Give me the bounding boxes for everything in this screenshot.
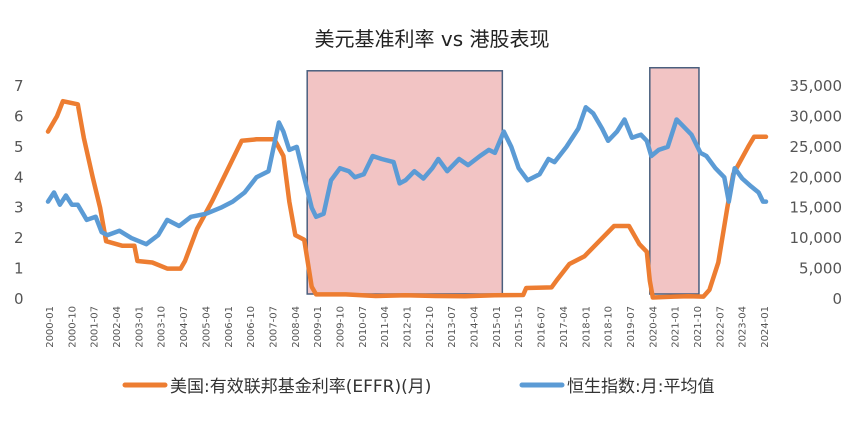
x-tick-label: 2006-10 xyxy=(246,306,257,348)
x-tick-label: 2001-07 xyxy=(90,306,101,348)
right-tick-label: 15,000 xyxy=(790,199,843,217)
x-tick-label: 2019-07 xyxy=(626,306,637,348)
x-tick-label: 2012-01 xyxy=(403,306,414,348)
left-tick-label: 0 xyxy=(14,290,24,308)
right-axis: 0 5,000 10,000 15,000 20,000 25,000 30,000 35,0… xyxy=(790,77,843,308)
x-tick-label: 2018-10 xyxy=(604,306,615,348)
x-tick-label: 2002-04 xyxy=(112,306,123,348)
right-tick-label: 30,000 xyxy=(790,107,843,125)
x-tick-label: 2000-10 xyxy=(67,306,78,348)
left-tick-label: 3 xyxy=(14,199,24,217)
x-tick-label: 2009-01 xyxy=(313,306,324,348)
right-tick-label: 5,000 xyxy=(799,260,842,278)
x-axis: 2000-01 2000-10 2001-07 2002-04 2003-01 2003-… xyxy=(45,306,771,348)
left-tick-label: 4 xyxy=(14,168,24,186)
left-tick-label: 2 xyxy=(14,229,24,247)
x-tick-label: 2015-01 xyxy=(492,306,503,348)
right-tick-label: 10,000 xyxy=(790,229,843,247)
left-tick-label: 1 xyxy=(14,260,24,278)
right-tick-label: 20,000 xyxy=(790,168,843,186)
legend: 美国:有效联邦基金利率(EFFR)(月) 恒生指数:月:平均值 xyxy=(122,377,714,397)
series-line-effr xyxy=(45,98,769,300)
series-layer xyxy=(45,98,769,300)
x-tick-label: 2012-10 xyxy=(425,306,436,348)
x-tick-label: 2009-10 xyxy=(336,306,347,348)
x-tick-label: 2008-04 xyxy=(291,306,302,348)
x-tick-label: 2010-07 xyxy=(358,306,369,348)
highlight-regions xyxy=(306,66,700,295)
highlight-region-2 xyxy=(649,66,700,295)
x-tick-label: 2021-10 xyxy=(693,306,704,348)
right-tick-label: 35,000 xyxy=(790,77,843,95)
x-tick-label: 2003-01 xyxy=(134,306,145,348)
x-tick-label: 2013-07 xyxy=(447,306,458,348)
legend-label-hsi: 恒生指数:月:平均值 xyxy=(567,377,714,397)
chart-title: 美元基准利率 vs 港股表现 xyxy=(315,27,550,51)
left-axis: 0 1 2 3 4 5 6 7 xyxy=(14,77,24,308)
x-tick-label: 2017-04 xyxy=(559,306,570,348)
left-tick-label: 6 xyxy=(14,107,24,125)
x-tick-label: 2015-10 xyxy=(514,306,525,348)
right-tick-label: 25,000 xyxy=(790,138,843,156)
x-tick-label: 2005-04 xyxy=(201,306,212,348)
legend-label-effr: 美国:有效联邦基金利率(EFFR)(月) xyxy=(170,377,431,397)
x-tick-label: 2003-10 xyxy=(157,306,168,348)
x-tick-label: 2018-01 xyxy=(581,306,592,348)
x-tick-label: 2014-04 xyxy=(470,306,481,348)
left-tick-label: 5 xyxy=(14,138,24,156)
x-tick-label: 2021-01 xyxy=(671,306,682,348)
right-tick-label: 0 xyxy=(832,290,842,308)
x-tick-label: 2006-01 xyxy=(224,306,235,348)
x-tick-label: 2024-01 xyxy=(760,306,771,348)
x-tick-label: 2000-01 xyxy=(45,306,56,348)
x-tick-label: 2007-07 xyxy=(268,306,279,348)
x-tick-label: 2023-04 xyxy=(738,306,749,348)
x-tick-label: 2020-04 xyxy=(648,306,659,348)
left-tick-label: 7 xyxy=(14,77,24,95)
series-line-hsi xyxy=(45,105,769,247)
x-tick-label: 2022-07 xyxy=(715,306,726,348)
x-tick-label: 2011-04 xyxy=(380,306,391,348)
x-tick-label: 2004-07 xyxy=(179,306,190,348)
x-tick-label: 2016-07 xyxy=(537,306,548,348)
